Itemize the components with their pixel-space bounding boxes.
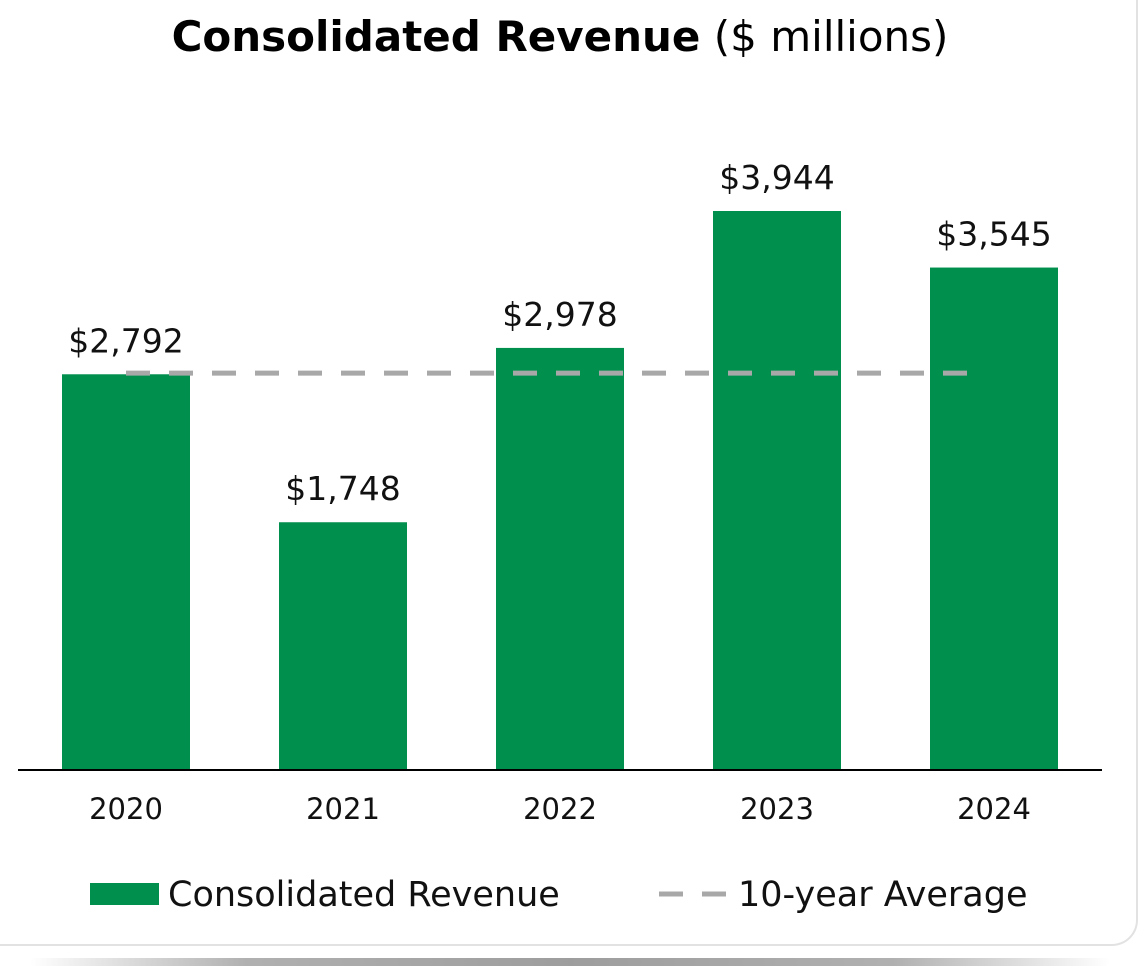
- x-tick-label-2021: 2021: [306, 792, 380, 826]
- x-axis-tick-labels: 2020 2021 2022 2023 2024: [89, 792, 1031, 826]
- bar-2021: [279, 522, 407, 770]
- bar-value-label-2022: $2,978: [502, 295, 617, 334]
- legend-swatch-revenue: [90, 883, 159, 905]
- chart-title-unit: ($ millions): [713, 12, 949, 61]
- card-shadow: [30, 958, 1110, 966]
- chart-title-main: Consolidated Revenue: [171, 12, 701, 61]
- bar-2024: [930, 267, 1058, 770]
- x-tick-label-2023: 2023: [740, 792, 814, 826]
- bar-2020: [62, 374, 190, 770]
- chart-title: Consolidated Revenue ($ millions): [0, 12, 1120, 61]
- legend-label-average: 10-year Average: [738, 875, 1028, 915]
- bar-value-label-2024: $3,545: [936, 215, 1051, 254]
- bar-2023: [713, 211, 841, 770]
- legend: Consolidated Revenue 10-year Average: [90, 875, 1028, 915]
- bar-value-label-2020: $2,792: [68, 321, 183, 360]
- bar-value-label-2023: $3,944: [719, 158, 834, 197]
- bar-value-labels: $2,792 $1,748 $2,978 $3,944 $3,545: [68, 158, 1051, 508]
- x-tick-label-2024: 2024: [957, 792, 1031, 826]
- bar-2022: [496, 347, 624, 770]
- x-tick-label-2022: 2022: [523, 792, 597, 826]
- bars-group: [62, 211, 1058, 770]
- legend-label-revenue: Consolidated Revenue: [168, 875, 560, 915]
- x-tick-label-2020: 2020: [89, 792, 163, 826]
- bar-value-label-2021: $1,748: [285, 469, 400, 508]
